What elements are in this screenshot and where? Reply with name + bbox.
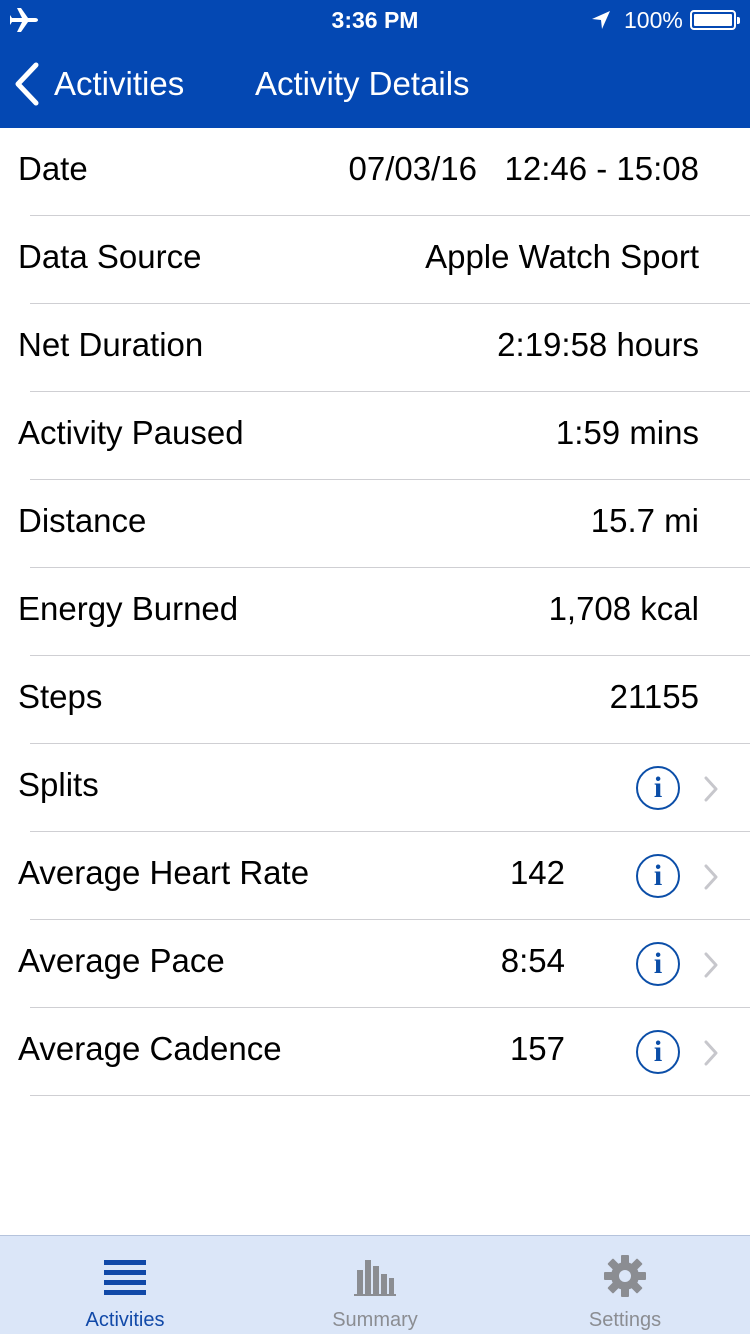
row-divider: [30, 831, 750, 832]
status-bar: 3:36 PM 100%: [0, 0, 750, 40]
chevron-right-icon: [704, 776, 718, 802]
row-divider: [30, 303, 750, 304]
chevron-right-icon: [704, 952, 718, 978]
row-label: Average Pace: [18, 942, 225, 979]
row-divider: [30, 919, 750, 920]
row-divider: [30, 215, 750, 216]
tab-summary[interactable]: Summary: [250, 1236, 500, 1334]
info-icon[interactable]: i: [636, 854, 680, 898]
airplane-icon: [10, 8, 38, 32]
row-energy-burned: Energy Burned 1,708 kcal: [0, 568, 750, 656]
bar-chart-icon: [354, 1260, 396, 1296]
battery-icon: [690, 10, 740, 30]
row-value: 21155: [609, 678, 699, 715]
row-divider: [30, 1095, 750, 1096]
info-icon[interactable]: i: [636, 766, 680, 810]
chevron-right-icon: [704, 864, 718, 890]
row-value: 07/03/16 12:46 - 15:08: [348, 150, 699, 187]
info-icon[interactable]: i: [636, 1030, 680, 1074]
row-divider: [30, 655, 750, 656]
back-button-label: Activities: [54, 65, 185, 102]
row-label: Splits: [18, 766, 99, 803]
gear-icon: [604, 1255, 646, 1297]
row-value: 15.7 mi: [590, 502, 699, 539]
row-net-duration: Net Duration 2:19:58 hours: [0, 304, 750, 392]
row-label: Net Duration: [18, 326, 204, 363]
location-arrow-icon: [592, 11, 610, 29]
row-value: 142: [509, 854, 565, 891]
page-title: Activity Details: [255, 65, 470, 102]
status-time: 3:36 PM: [331, 7, 419, 33]
row-divider: [30, 567, 750, 568]
row-average-cadence[interactable]: Average Cadence 157 i: [0, 1008, 750, 1096]
row-value: 1,708 kcal: [548, 590, 699, 627]
row-value: Apple Watch Sport: [425, 238, 699, 275]
tab-activities[interactable]: Activities: [0, 1236, 250, 1334]
row-divider: [30, 743, 750, 744]
row-label: Steps: [18, 678, 103, 715]
chevron-left-icon: [15, 62, 39, 106]
tab-label: Activities: [85, 1309, 165, 1331]
row-activity-paused: Activity Paused 1:59 mins: [0, 392, 750, 480]
activity-details-list: Date 07/03/16 12:46 - 15:08 Data Source …: [0, 128, 750, 1096]
tab-label: Settings: [588, 1309, 662, 1331]
row-average-heart-rate[interactable]: Average Heart Rate 142 i: [0, 832, 750, 920]
navigation-bar: Activities Activity Details: [0, 40, 750, 128]
row-steps: Steps 21155: [0, 656, 750, 744]
row-value: 2:19:58 hours: [497, 326, 699, 363]
tab-label: Summary: [332, 1309, 418, 1331]
row-label: Distance: [18, 502, 147, 539]
row-label: Activity Paused: [18, 414, 244, 451]
info-icon[interactable]: i: [636, 942, 680, 986]
row-data-source: Data Source Apple Watch Sport: [0, 216, 750, 304]
chevron-right-icon: [704, 1040, 718, 1066]
row-distance: Distance 15.7 mi: [0, 480, 750, 568]
row-date: Date 07/03/16 12:46 - 15:08: [0, 128, 750, 216]
row-label: Average Heart Rate: [18, 854, 310, 891]
row-value: 1:59 mins: [555, 414, 699, 451]
list-icon: [104, 1260, 146, 1295]
row-label: Date: [18, 150, 88, 187]
tab-settings[interactable]: Settings: [500, 1236, 750, 1334]
battery-percentage: 100%: [624, 7, 683, 33]
row-value: 8:54: [500, 942, 565, 979]
row-label: Data Source: [18, 238, 202, 275]
row-label: Energy Burned: [18, 590, 239, 627]
row-divider: [30, 391, 750, 392]
row-divider: [30, 1007, 750, 1008]
row-divider: [30, 479, 750, 480]
tab-bar: Activities Summary: [0, 1235, 750, 1334]
row-label: Average Cadence: [18, 1030, 282, 1067]
back-button[interactable]: Activities: [14, 62, 184, 106]
row-average-pace[interactable]: Average Pace 8:54 i: [0, 920, 750, 1008]
top-bar: 3:36 PM 100% Activities Activity Details: [0, 0, 750, 128]
row-splits[interactable]: Splits i: [0, 744, 750, 832]
row-value: 157: [509, 1030, 565, 1067]
